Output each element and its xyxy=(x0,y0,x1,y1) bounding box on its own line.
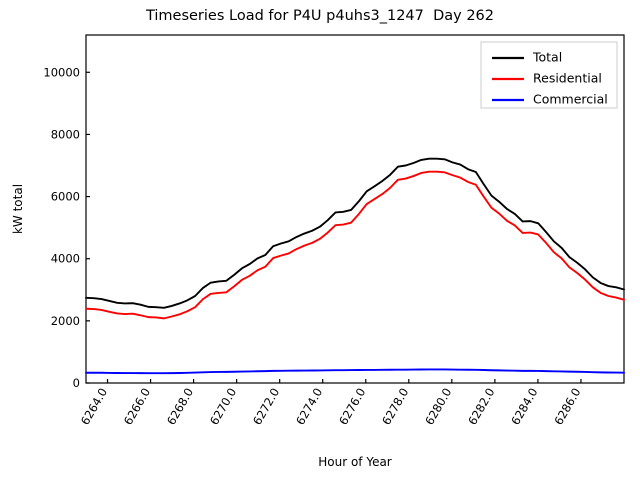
x-tick-label: 6282.0 xyxy=(465,386,497,428)
y-axis-label: kW total xyxy=(11,184,25,234)
series-line-total xyxy=(85,157,625,309)
x-tick-label: 6274.0 xyxy=(293,386,325,428)
series-line-residential xyxy=(85,170,625,320)
x-axis-label: Hour of Year xyxy=(318,455,392,469)
y-tick-label: 2000 xyxy=(51,314,80,328)
x-tick-label: 6284.0 xyxy=(508,386,540,428)
x-tick-label: 6268.0 xyxy=(164,386,196,428)
x-tick-label: 6272.0 xyxy=(250,386,282,428)
legend-label-commercial: Commercial xyxy=(533,92,608,107)
legend-label-total: Total xyxy=(532,50,562,65)
x-tick-label: 6270.0 xyxy=(207,386,239,428)
chart-title: Timeseries Load for P4U p4uhs3_1247 Day … xyxy=(145,8,495,24)
x-tick-label: 6266.0 xyxy=(121,386,153,428)
y-tick-label: 0 xyxy=(73,376,80,390)
x-tick-label: 6276.0 xyxy=(336,386,368,428)
y-tick-label: 10000 xyxy=(43,65,80,79)
x-tick-label: 6264.0 xyxy=(78,386,110,428)
series-line-commercial xyxy=(85,368,625,375)
x-tick-label: 6286.0 xyxy=(551,386,583,428)
legend-label-residential: Residential xyxy=(533,71,602,86)
x-tick-label: 6278.0 xyxy=(379,386,411,428)
x-axis-ticks: 6264.0 6266.0 6268.0 6270.0 6272.0 6274.0 6276… xyxy=(78,379,584,427)
legend: Total Residential Commercial xyxy=(480,41,618,109)
y-tick-label: 8000 xyxy=(51,127,80,141)
legend-items: Total Residential Commercial xyxy=(492,50,608,107)
x-tick-label: 6280.0 xyxy=(422,386,454,428)
y-tick-label: 6000 xyxy=(51,190,80,204)
y-axis-ticks: 0 2000 4000 6000 8000 10000 xyxy=(43,65,90,390)
legend-box xyxy=(480,41,618,109)
y-tick-label: 4000 xyxy=(51,252,80,266)
data-series-group xyxy=(85,157,625,375)
